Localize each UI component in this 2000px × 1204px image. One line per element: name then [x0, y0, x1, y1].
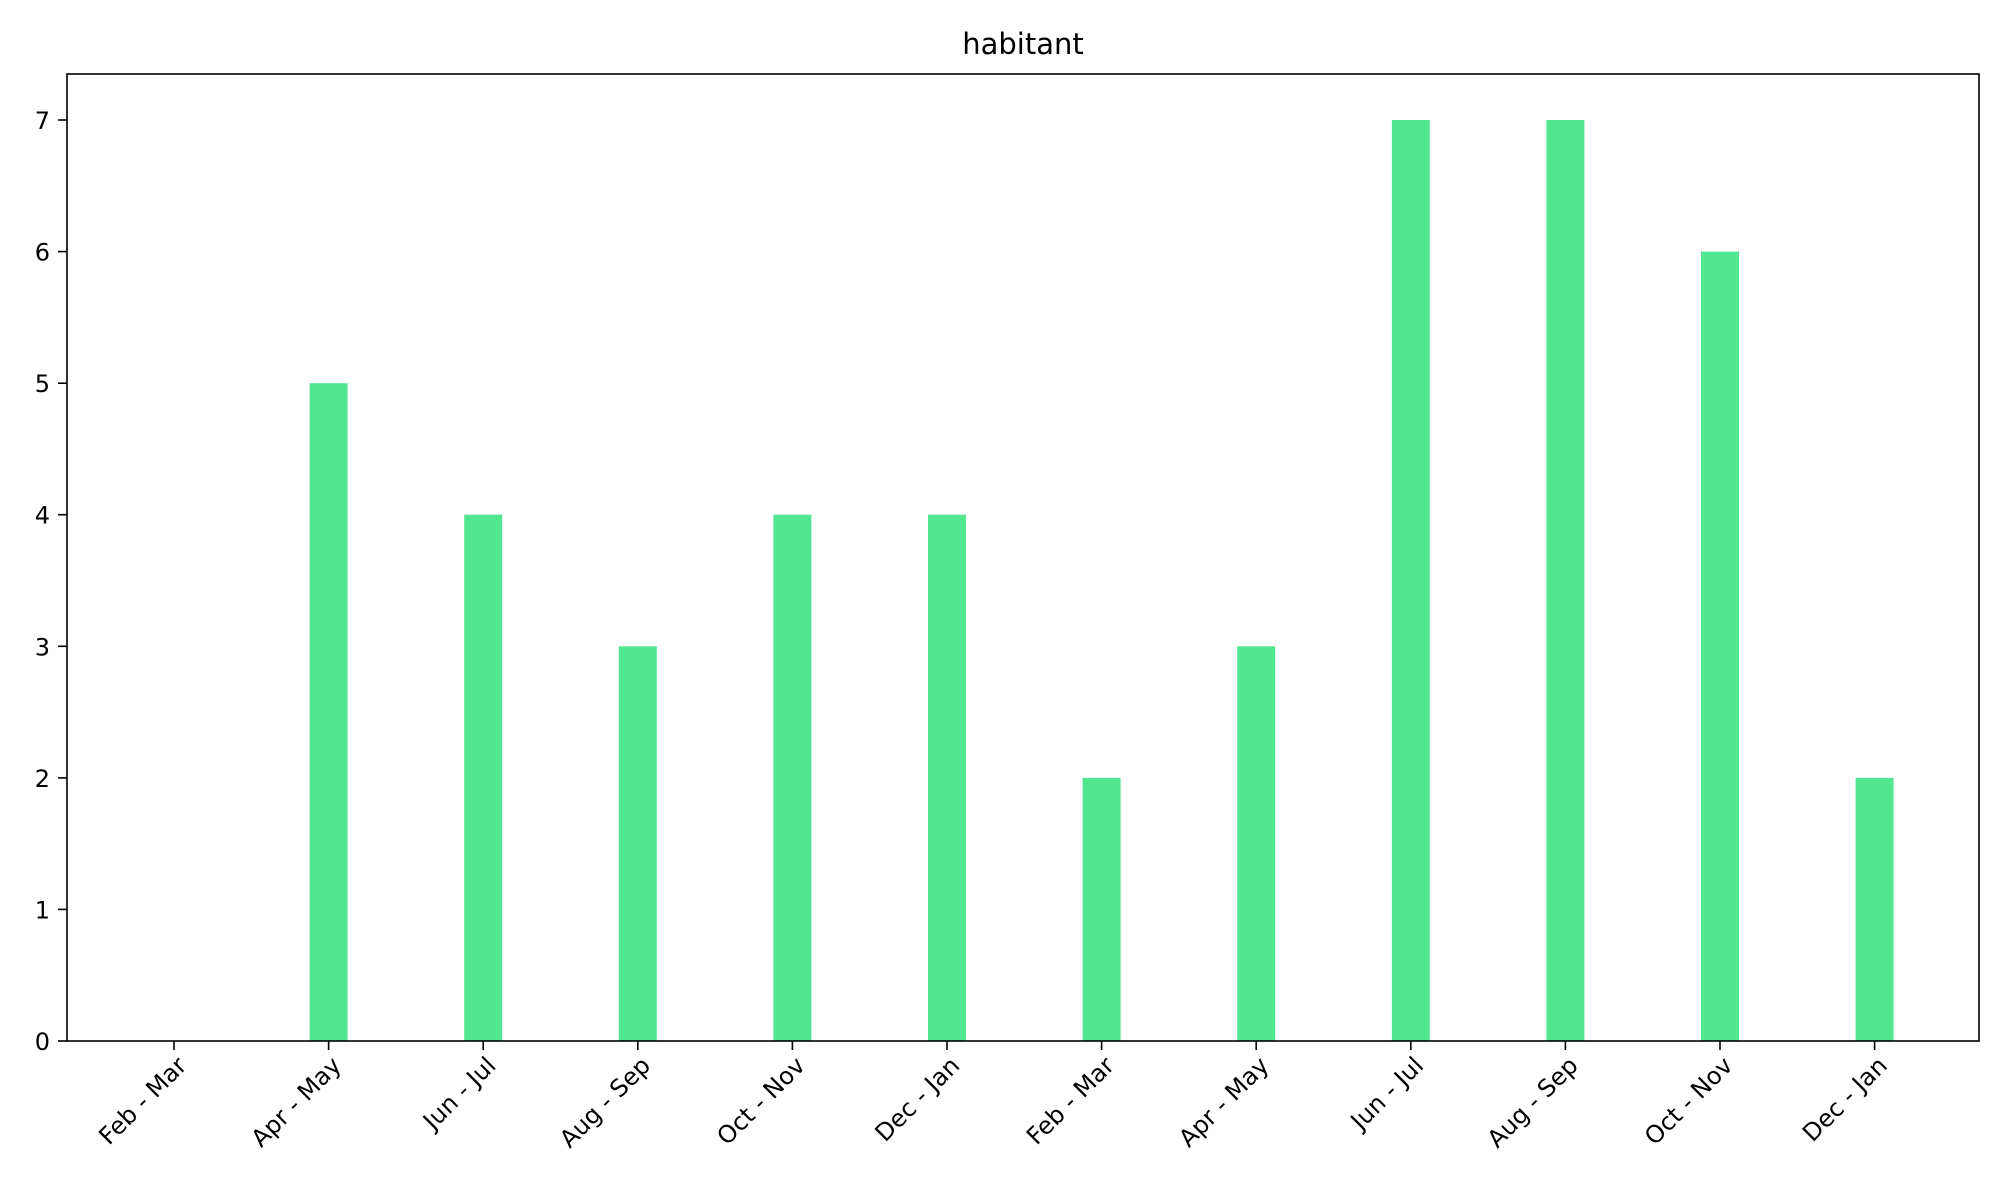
- plot-area-frame: [66, 73, 1980, 1042]
- bar-8: [1237, 646, 1276, 1041]
- x-tick-label-10: Aug - Sep: [1482, 1051, 1584, 1153]
- y-tick-label-6: 6: [35, 239, 50, 267]
- bar-7: [1082, 777, 1121, 1041]
- x-tick-label-7: Feb - Mar: [1021, 1051, 1120, 1150]
- y-axis: 0 1 2 3 4 5 6 7: [35, 107, 67, 1056]
- chart-title: habitant: [962, 27, 1084, 61]
- y-tick-label-0: 0: [35, 1028, 50, 1056]
- y-tick-label-3: 3: [35, 633, 50, 661]
- bar-5: [773, 514, 812, 1041]
- x-tick-label-1: Feb - Mar: [93, 1051, 192, 1150]
- bars-group: [309, 120, 1894, 1042]
- x-axis: Feb - Mar Apr - May Jun - Jul Aug - Sep Oct …: [93, 1041, 1893, 1153]
- x-tick-label-2: Apr - May: [246, 1051, 347, 1152]
- x-tick-label-6: Dec - Jan: [870, 1051, 966, 1147]
- y-tick-label-7: 7: [35, 107, 50, 135]
- x-tick-label-3: Jun - Jul: [416, 1051, 501, 1136]
- bar-9: [1391, 120, 1430, 1041]
- y-tick-label-1: 1: [35, 896, 50, 924]
- bar-6: [928, 514, 966, 1041]
- x-tick-label-12: Dec - Jan: [1797, 1051, 1893, 1147]
- bar-4: [618, 646, 657, 1041]
- x-tick-label-11: Oct - Nov: [1639, 1051, 1738, 1150]
- bar-12: [1855, 777, 1894, 1041]
- y-tick-label-2: 2: [35, 765, 50, 793]
- bar-2: [309, 383, 348, 1041]
- x-tick-label-9: Jun - Jul: [1344, 1051, 1429, 1136]
- bar-11: [1701, 251, 1739, 1042]
- bar-3: [464, 514, 503, 1041]
- y-tick-label-5: 5: [35, 370, 50, 398]
- bar-10: [1546, 120, 1585, 1041]
- y-tick-label-4: 4: [35, 502, 50, 530]
- x-tick-label-5: Oct - Nov: [711, 1051, 810, 1150]
- x-tick-label-8: Apr - May: [1173, 1051, 1274, 1152]
- x-tick-label-4: Aug - Sep: [554, 1051, 656, 1153]
